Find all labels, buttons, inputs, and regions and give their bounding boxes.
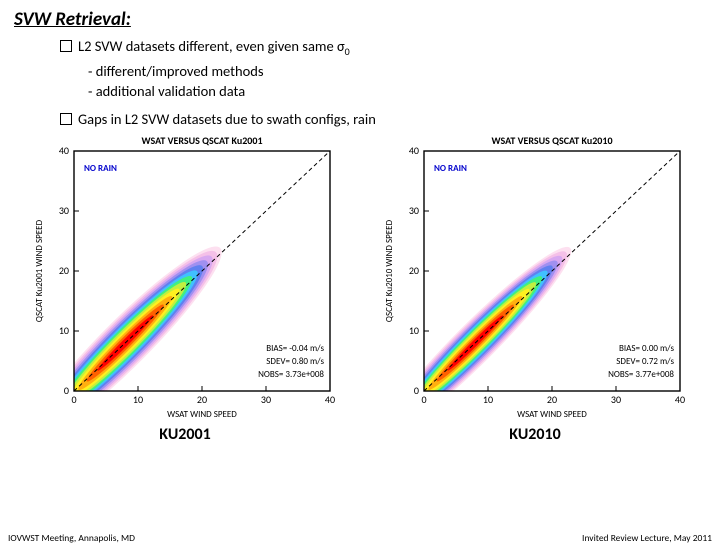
page-title: SVW Retrieval: — [14, 8, 720, 31]
svg-text:NO RAIN: NO RAIN — [84, 163, 117, 174]
svg-text:10: 10 — [483, 393, 493, 406]
svg-text:BIAS= -0.04 m/s: BIAS= -0.04 m/s — [266, 343, 324, 354]
svg-text:WSAT VERSUS QSCAT Ku2010: WSAT VERSUS QSCAT Ku2010 — [491, 134, 612, 147]
chart-right: 00 10 10 20 20 30 30 40 40 WSAT VERSUS QSCAT Ku20… — [380, 133, 690, 444]
bullet-2: Gaps in L2 SVW datasets due to swath con… — [60, 110, 720, 130]
svg-text:WSAT VERSUS QSCAT Ku2001: WSAT VERSUS QSCAT Ku2001 — [141, 134, 262, 147]
svg-text:40: 40 — [409, 144, 419, 157]
svg-text:0: 0 — [421, 393, 426, 406]
bullet-1: L2 SVW datasets different, even given sa… — [60, 37, 720, 58]
svg-text:NOBS= 3.77e+008: NOBS= 3.77e+008 — [608, 369, 674, 380]
svg-text:NOBS= 3.73e+008: NOBS= 3.73e+008 — [258, 369, 324, 380]
svg-text:20: 20 — [547, 393, 557, 406]
bullet-1-sub: 0 — [345, 45, 350, 58]
scatter-density-right: 00 10 10 20 20 30 30 40 40 WSAT VERSUS QSCAT Ku20… — [380, 133, 690, 423]
svg-text:QSCAT Ku2010 WIND SPEED: QSCAT Ku2010 WIND SPEED — [384, 220, 395, 323]
svg-text:NO RAIN: NO RAIN — [434, 163, 467, 174]
svg-text:QSCAT Ku2001 WIND SPEED: QSCAT Ku2001 WIND SPEED — [34, 220, 45, 323]
svg-text:30: 30 — [409, 204, 419, 217]
svg-text:40: 40 — [675, 393, 685, 406]
chart-left: 00 10 10 20 20 30 30 40 40 WSAT VERSUS QSCAT Ku20… — [30, 133, 340, 444]
bullet-list: L2 SVW datasets different, even given sa… — [60, 37, 720, 129]
svg-text:10: 10 — [133, 393, 143, 406]
svg-text:20: 20 — [409, 264, 419, 277]
svg-text:SDEV= 0.80 m/s: SDEV= 0.80 m/s — [266, 356, 324, 367]
chart-right-label: KU2010 — [509, 425, 560, 444]
svg-text:40: 40 — [59, 144, 69, 157]
svg-text:10: 10 — [59, 324, 69, 337]
svg-text:0: 0 — [64, 384, 69, 397]
svg-text:0: 0 — [71, 393, 76, 406]
bullet-1-text: L2 SVW datasets different, even given sa… — [78, 37, 345, 55]
svg-text:10: 10 — [409, 324, 419, 337]
svg-text:30: 30 — [261, 393, 271, 406]
svg-text:30: 30 — [59, 204, 69, 217]
footer-left: IOVWST Meeting, Annapolis, MD — [8, 532, 135, 544]
svg-text:30: 30 — [611, 393, 621, 406]
bullet-1b: - additional validation data — [88, 82, 720, 102]
svg-text:0: 0 — [414, 384, 419, 397]
svg-text:WSAT WIND SPEED: WSAT WIND SPEED — [167, 409, 237, 420]
footer-right: Invited Review Lecture, May 2011 — [582, 532, 712, 544]
svg-text:40: 40 — [325, 393, 335, 406]
svg-text:WSAT WIND SPEED: WSAT WIND SPEED — [517, 409, 587, 420]
chart-left-label: KU2001 — [159, 425, 210, 444]
scatter-density-left: 00 10 10 20 20 30 30 40 40 WSAT VERSUS QSCAT Ku20… — [30, 133, 340, 423]
svg-text:SDEV= 0.72 m/s: SDEV= 0.72 m/s — [616, 356, 674, 367]
checkbox-icon — [60, 40, 72, 52]
bullet-2-text: Gaps in L2 SVW datasets due to swath con… — [78, 110, 376, 130]
svg-text:20: 20 — [59, 264, 69, 277]
svg-text:BIAS= 0.00 m/s: BIAS= 0.00 m/s — [619, 343, 675, 354]
checkbox-icon — [60, 113, 72, 125]
bullet-1a: - different/improved methods — [88, 62, 720, 82]
svg-text:20: 20 — [197, 393, 207, 406]
